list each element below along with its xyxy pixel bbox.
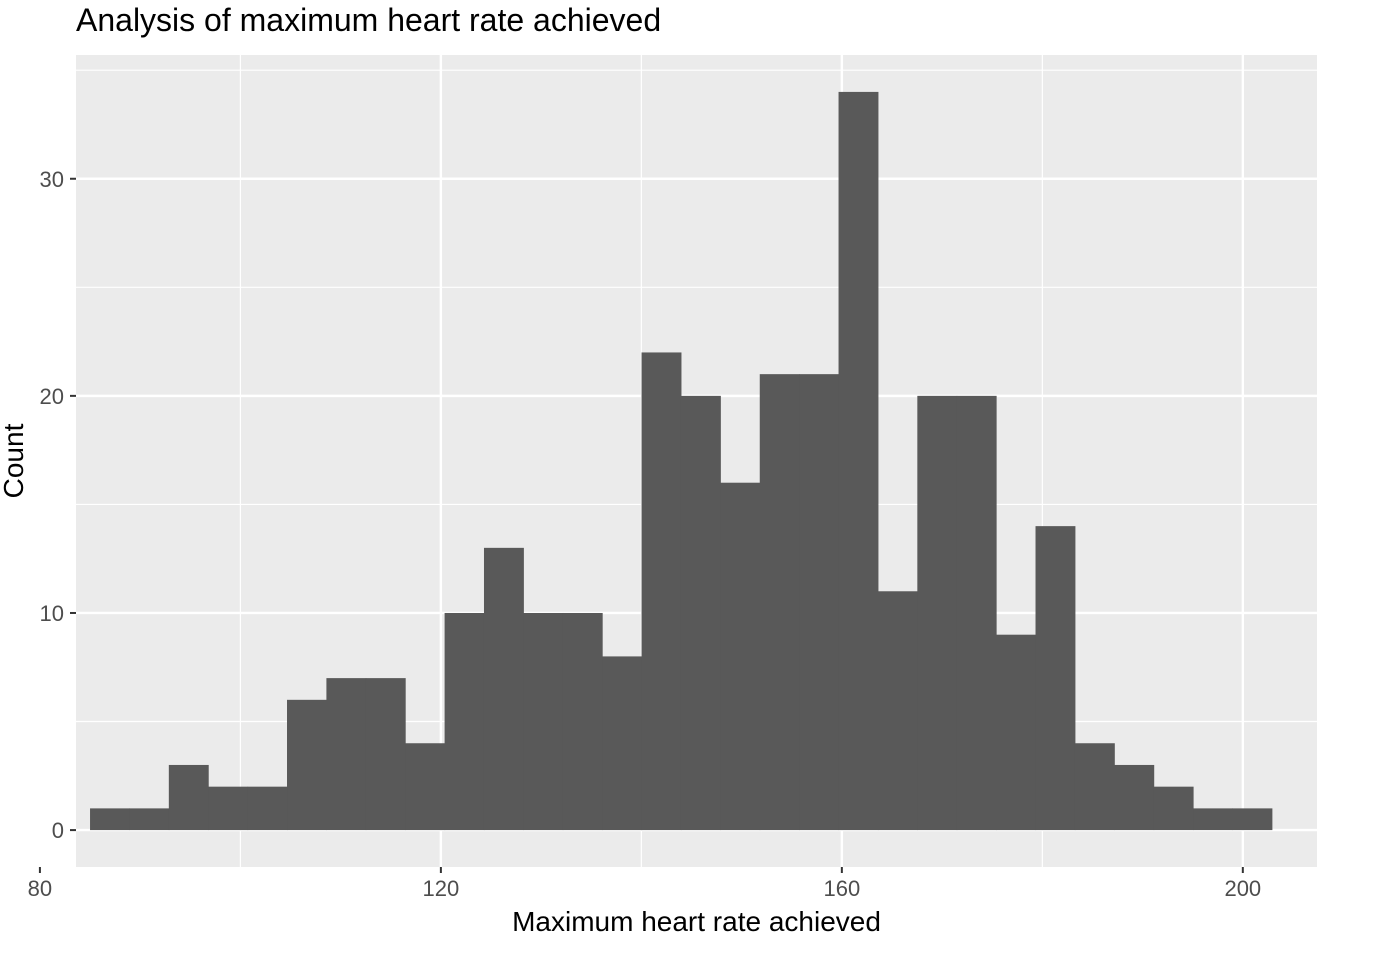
histogram-bar (1035, 526, 1076, 831)
histogram-bar (602, 656, 643, 831)
histogram-bar (1153, 786, 1194, 831)
y-axis-label: Count (0, 423, 29, 499)
histogram-bar (799, 374, 840, 831)
x-axis-label: Maximum heart rate achieved (512, 906, 881, 937)
histogram-bar (720, 482, 761, 831)
histogram-bar (129, 808, 170, 831)
x-axis-ticks: 80 120 160 200 (28, 867, 1261, 901)
histogram-bar (1193, 808, 1233, 831)
histogram-bar (838, 91, 879, 831)
histogram-bar (996, 634, 1037, 831)
x-tick-label: 160 (823, 876, 860, 901)
histogram-bar (287, 699, 327, 831)
y-tick-label: 10 (40, 601, 64, 626)
histogram-bar (365, 678, 406, 831)
histogram-bar (759, 374, 800, 831)
histogram-bar (444, 612, 485, 831)
minor-gridlines (76, 55, 1317, 867)
x-tick-label: 80 (28, 876, 52, 901)
histogram-bar (247, 786, 288, 831)
x-tick-label: 200 (1224, 876, 1261, 901)
histogram-bar (1074, 743, 1115, 831)
y-tick-label: 0 (52, 818, 64, 843)
y-tick-label: 30 (40, 167, 64, 192)
histogram-bar (641, 352, 682, 831)
histogram-bar (326, 678, 367, 831)
x-tick-label: 120 (423, 876, 460, 901)
chart-title: Analysis of maximum heart rate achieved (76, 2, 662, 38)
histogram-bar (523, 612, 564, 831)
histogram-bar (483, 547, 524, 831)
histogram-bar (168, 764, 209, 831)
histogram-bar (1232, 808, 1273, 831)
histogram-bar (956, 395, 997, 831)
y-tick-label: 20 (40, 384, 64, 409)
histogram-bar (917, 395, 958, 831)
histogram-bar (208, 786, 249, 831)
y-axis-ticks: 0 10 20 30 (40, 167, 76, 843)
histogram-bar (1114, 764, 1155, 831)
histogram-bar (877, 591, 918, 831)
histogram-bar (405, 743, 446, 831)
histogram-bar (562, 612, 603, 831)
histogram-bar (680, 395, 721, 831)
histogram-bars (90, 91, 1273, 831)
histogram-bar (90, 808, 130, 831)
